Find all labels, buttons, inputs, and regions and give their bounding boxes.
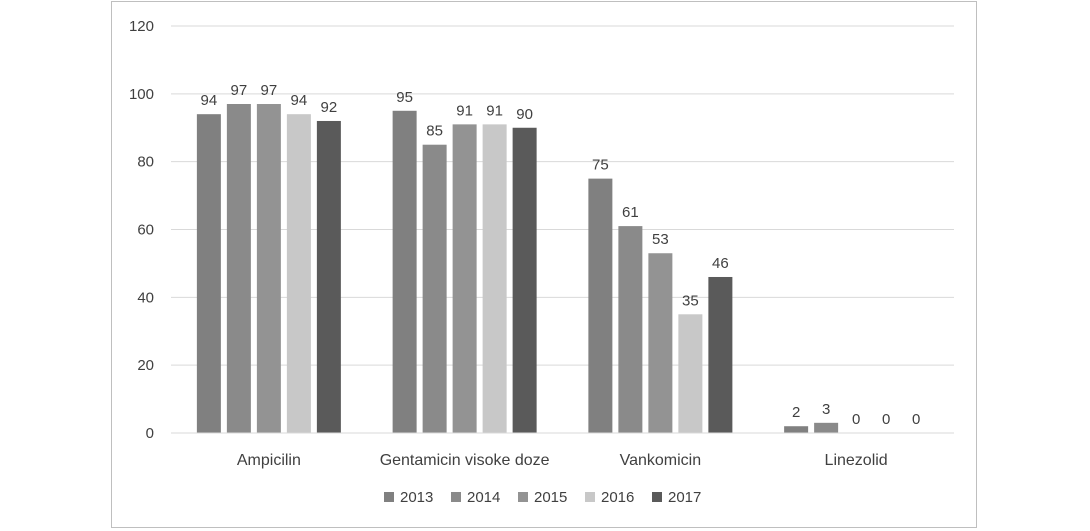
data-label: 91 — [456, 102, 473, 119]
data-label: 2 — [792, 404, 800, 421]
legend-swatch-2015 — [518, 492, 528, 502]
data-label: 0 — [852, 411, 860, 428]
bar-2014 — [814, 422, 839, 433]
data-label: 91 — [486, 102, 503, 119]
data-label: 92 — [321, 99, 338, 116]
data-label: 85 — [426, 123, 443, 140]
legend-swatch-2014 — [451, 492, 461, 502]
chart-frame — [111, 1, 977, 528]
legend-label: 2017 — [668, 489, 701, 506]
bar-2014 — [618, 226, 643, 433]
data-label: 97 — [231, 82, 248, 99]
legend-swatch-2013 — [384, 492, 394, 502]
bar-2016 — [286, 114, 311, 433]
legend-swatch-2016 — [585, 492, 595, 502]
bar-2014 — [422, 144, 447, 434]
legend-label: 2015 — [534, 489, 567, 506]
data-label: 3 — [822, 401, 830, 418]
data-label: 53 — [652, 231, 669, 248]
x-category-label: Vankomicin — [620, 452, 702, 469]
data-label: 94 — [201, 92, 218, 109]
y-tick-label: 80 — [137, 154, 154, 171]
legend-label: 2014 — [467, 489, 500, 506]
data-label: 0 — [912, 411, 920, 428]
y-tick-label: 0 — [146, 425, 154, 442]
x-category-label: Ampicilin — [237, 452, 301, 469]
bar-2013 — [588, 178, 613, 433]
data-label: 61 — [622, 204, 639, 221]
bar-2015 — [648, 253, 673, 433]
x-category-label: Gentamicin visoke doze — [380, 452, 550, 469]
data-label: 90 — [516, 106, 533, 123]
bar-2013 — [392, 110, 417, 434]
bar-2016 — [482, 124, 507, 433]
data-label: 94 — [291, 92, 308, 109]
data-label: 46 — [712, 255, 729, 272]
bar-2015 — [256, 104, 281, 433]
bar-2015 — [452, 124, 477, 433]
data-label: 0 — [882, 411, 890, 428]
y-tick-label: 40 — [137, 289, 154, 306]
x-category-label: Linezolid — [825, 452, 888, 469]
bar-2013 — [196, 114, 221, 433]
data-label: 35 — [682, 292, 699, 309]
bar-2013 — [784, 426, 809, 433]
data-label: 95 — [396, 89, 413, 106]
y-tick-label: 100 — [129, 86, 154, 103]
y-tick-label: 60 — [137, 222, 154, 239]
bar-2017 — [316, 120, 341, 433]
legend-swatch-2017 — [652, 492, 662, 502]
y-tick-label: 20 — [137, 357, 154, 374]
legend-label: 2013 — [400, 489, 433, 506]
legend-label: 2016 — [601, 489, 634, 506]
bar-2016 — [678, 314, 703, 433]
bar-2017 — [708, 276, 733, 433]
data-label: 75 — [592, 157, 609, 174]
y-tick-label: 120 — [129, 18, 154, 35]
bar-2017 — [512, 127, 537, 433]
bar-2014 — [226, 104, 251, 433]
data-label: 97 — [261, 82, 278, 99]
